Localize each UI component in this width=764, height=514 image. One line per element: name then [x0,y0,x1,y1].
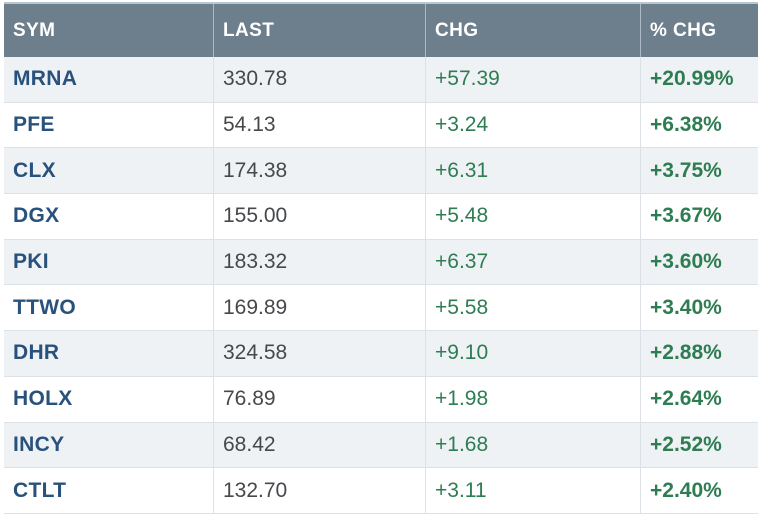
table-row: INCY 68.42 +1.68 +2.52% [4,422,758,469]
last-price-value: 155.00 [223,204,288,228]
table-row: DHR 324.58 +9.10 +2.88% [4,331,758,377]
change-cell: +1.98 [425,376,640,422]
symbol-cell: INCY [4,423,213,468]
column-header-chg[interactable]: CHG [425,4,640,57]
change-cell: +5.58 [425,285,640,331]
symbol-link[interactable]: INCY [13,432,65,456]
last-price-cell: 155.00 [213,194,425,239]
percent-change-value: +20.99% [650,67,734,91]
last-price-value: 330.78 [223,67,288,91]
change-cell: +3.11 [425,468,640,513]
change-cell: +5.48 [425,194,640,239]
change-cell: +9.10 [425,331,640,376]
symbol-link[interactable]: PFE [13,113,55,137]
last-price-value: 324.58 [223,341,288,365]
percent-change-value: +2.52% [650,432,722,456]
change-value: +3.11 [435,478,487,502]
symbol-cell: DGX [4,194,213,239]
symbol-link[interactable]: DGX [13,204,60,228]
percent-change-value: +3.75% [650,158,722,182]
last-price-value: 174.38 [223,158,288,182]
stock-quotes-table: SYM LAST CHG % CHG MRNA 330.78 +57.39 +2… [4,2,758,514]
change-value: +5.48 [435,204,489,228]
change-cell: +57.39 [425,57,640,102]
table-body: MRNA 330.78 +57.39 +20.99% PFE 54.13 +3.… [4,57,758,514]
symbol-cell: PFE [4,103,213,148]
change-value: +5.58 [435,295,489,319]
last-price-value: 132.70 [223,478,288,502]
change-value: +9.10 [435,341,489,365]
change-value: +1.68 [435,432,489,456]
percent-change-value: +2.64% [650,387,722,411]
table-header-row: SYM LAST CHG % CHG [4,4,758,57]
symbol-link[interactable]: CLX [13,158,56,182]
change-cell: +1.68 [425,422,640,468]
last-price-cell: 68.42 [213,422,425,468]
last-price-cell: 324.58 [213,331,425,376]
percent-change-value: +2.40% [650,478,722,502]
change-value: +57.39 [435,67,500,91]
last-price-cell: 54.13 [213,102,425,148]
percent-change-cell: +6.38% [640,102,758,148]
symbol-cell: HOLX [4,377,213,422]
change-value: +6.37 [435,250,489,274]
percent-change-cell: +3.75% [640,148,758,194]
table-row: PFE 54.13 +3.24 +6.38% [4,102,758,149]
table-row: MRNA 330.78 +57.39 +20.99% [4,57,758,103]
percent-change-value: +3.60% [650,250,722,274]
table-row: CLX 174.38 +6.31 +3.75% [4,148,758,195]
change-value: +1.98 [435,387,489,411]
change-value: +3.24 [435,113,489,137]
symbol-link[interactable]: PKI [13,250,49,274]
last-price-cell: 330.78 [213,57,425,102]
table-row: TTWO 169.89 +5.58 +3.40% [4,285,758,332]
last-price-value: 54.13 [223,113,276,137]
last-price-value: 169.89 [223,295,288,319]
symbol-cell: DHR [4,331,213,376]
symbol-link[interactable]: CTLT [13,478,67,502]
column-header-pct-chg[interactable]: % CHG [640,4,758,57]
symbol-cell: TTWO [4,285,213,330]
change-cell: +6.31 [425,148,640,194]
column-header-sym[interactable]: SYM [13,19,56,41]
symbol-cell: PKI [4,240,213,285]
last-price-value: 68.42 [223,432,276,456]
percent-change-cell: +2.52% [640,422,758,468]
symbol-link[interactable]: HOLX [13,387,73,411]
percent-change-cell: +3.40% [640,285,758,331]
last-price-value: 76.89 [223,387,276,411]
percent-change-value: +3.67% [650,204,722,228]
table-row: PKI 183.32 +6.37 +3.60% [4,239,758,286]
percent-change-value: +6.38% [650,113,722,137]
table-row: HOLX 76.89 +1.98 +2.64% [4,376,758,423]
symbol-cell: MRNA [4,57,213,102]
change-cell: +6.37 [425,239,640,285]
percent-change-cell: +2.40% [640,468,758,513]
last-price-value: 183.32 [223,250,288,274]
last-price-cell: 169.89 [213,285,425,331]
symbol-cell: CLX [4,148,213,193]
last-price-cell: 174.38 [213,148,425,194]
percent-change-value: +3.40% [650,295,722,319]
percent-change-cell: +3.60% [640,239,758,285]
percent-change-cell: +3.67% [640,194,758,239]
percent-change-cell: +20.99% [640,57,758,102]
symbol-link[interactable]: MRNA [13,67,78,91]
table-row: CTLT 132.70 +3.11 +2.40% [4,468,758,514]
change-cell: +3.24 [425,102,640,148]
table-row: DGX 155.00 +5.48 +3.67% [4,194,758,240]
last-price-cell: 183.32 [213,239,425,285]
percent-change-cell: +2.88% [640,331,758,376]
column-header-last[interactable]: LAST [213,4,425,57]
symbol-link[interactable]: TTWO [13,295,77,319]
percent-change-cell: +2.64% [640,376,758,422]
last-price-cell: 76.89 [213,376,425,422]
percent-change-value: +2.88% [650,341,722,365]
symbol-cell: CTLT [4,468,213,513]
change-value: +6.31 [435,158,489,182]
last-price-cell: 132.70 [213,468,425,513]
symbol-link[interactable]: DHR [13,341,60,365]
